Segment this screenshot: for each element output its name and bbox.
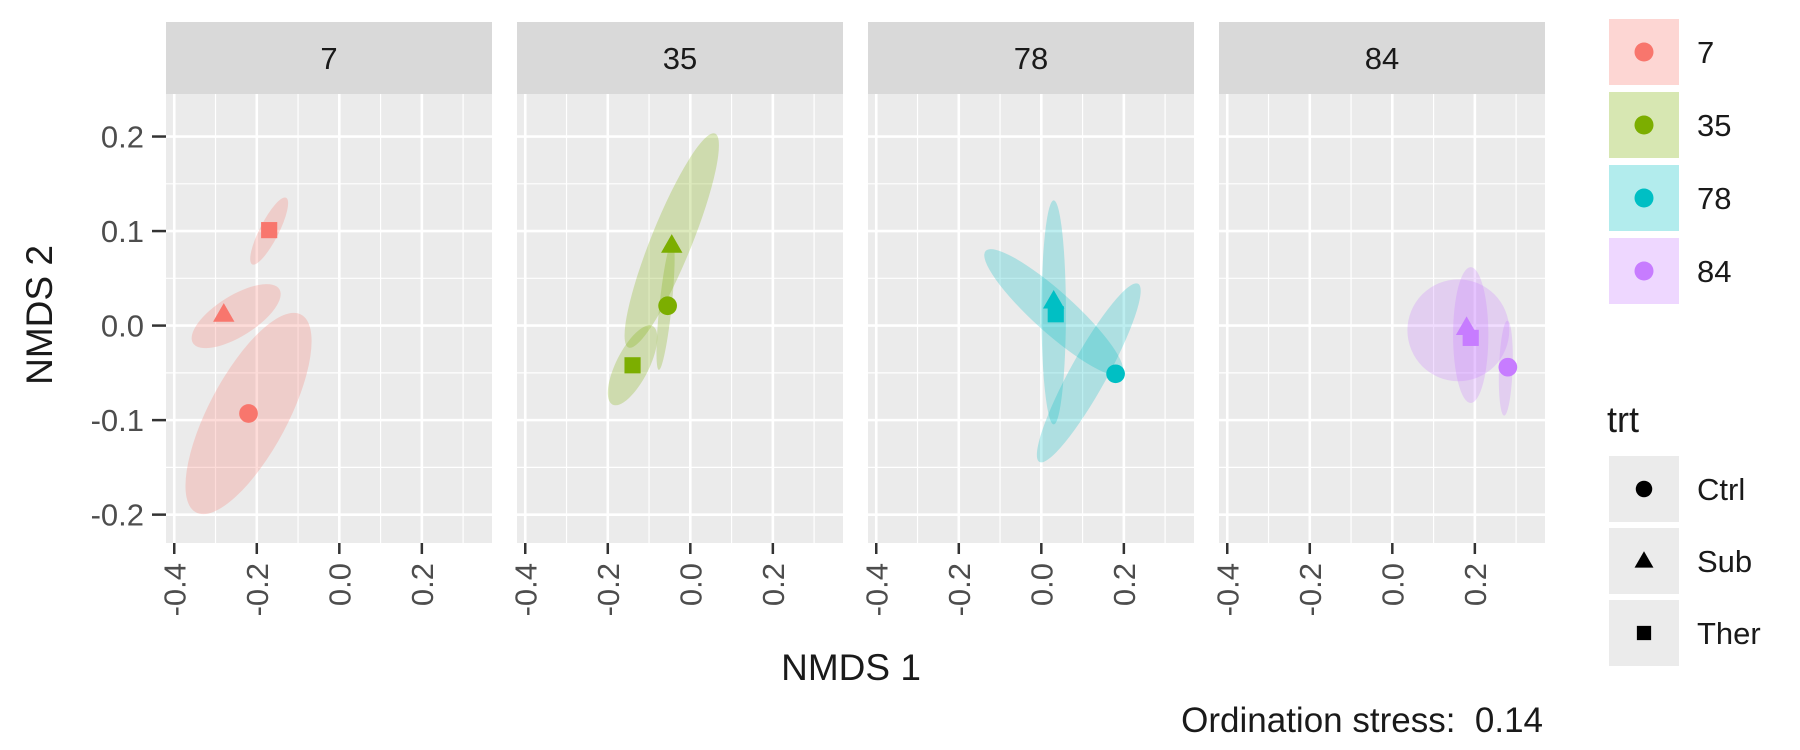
x-tick-label: 0.0 (673, 563, 708, 606)
point-ther (1462, 329, 1479, 346)
legend: 7 35 78 84 trt Ctrl Sub Ther (1607, 19, 1761, 666)
legend-label: 84 (1697, 254, 1731, 289)
legend-item-7: 7 (1609, 19, 1714, 85)
legend-point (1634, 115, 1654, 135)
ellipse-layer (1407, 267, 1513, 416)
y-axis-title: NMDS 2 (19, 245, 60, 385)
x-tick-label: -0.2 (942, 563, 977, 616)
legend-point (1634, 261, 1654, 281)
panel-background (868, 94, 1194, 543)
point-sub (661, 234, 683, 253)
point-ctrl (658, 296, 677, 316)
facet-strip-label: 7 (320, 41, 337, 76)
y-tick-label: -0.2 (91, 498, 144, 533)
x-tick-label: 0.2 (1107, 563, 1142, 606)
x-tick-label: -0.4 (157, 563, 192, 616)
x-tick-label: -0.2 (1293, 563, 1328, 616)
facet-panel-35: 35 -0.4 -0.2 0.0 0.2 (508, 22, 843, 616)
x-tick-label: -0.4 (508, 563, 543, 616)
x-tick-label: 0.0 (322, 563, 357, 606)
facet-strip (517, 22, 843, 94)
y-tick-label: -0.1 (91, 403, 144, 438)
point-sub (1042, 289, 1065, 309)
facet-panel-7: 7 -0.4 -0.2 0.0 0.2 (157, 22, 492, 616)
y-tick-label: 0.0 (101, 309, 144, 344)
panel-background (1219, 94, 1545, 543)
point-ctrl (1106, 364, 1125, 384)
legend-shape-circle (1635, 480, 1653, 498)
confidence-ellipse-ther (1407, 279, 1510, 382)
legend-label: Ctrl (1697, 472, 1745, 507)
x-tick-label: -0.2 (591, 563, 626, 616)
confidence-ellipse-ctrl (1036, 283, 1141, 463)
facet-panel-84: 84 -0.4 -0.2 0.0 0.2 (1210, 22, 1545, 616)
legend-item-sub: Sub (1609, 528, 1752, 594)
x-tick-label: 0.0 (1024, 563, 1059, 606)
point-ther (624, 357, 641, 374)
legend-item-ctrl: Ctrl (1609, 456, 1745, 522)
legend-label: 78 (1697, 181, 1731, 216)
point-ctrl (239, 404, 258, 423)
legend-point (1634, 42, 1654, 62)
facet-strip (868, 22, 1194, 94)
x-tick-label: -0.2 (240, 563, 275, 616)
facet-strip-label: 84 (1365, 41, 1399, 76)
legend-shape-square (1636, 625, 1652, 641)
facet-panel-78: 78 -0.4 -0.2 0.0 0.2 (859, 22, 1194, 616)
legend-item-35: 35 (1609, 92, 1731, 158)
legend-item-84: 84 (1609, 238, 1731, 304)
legend-label: Sub (1697, 544, 1752, 579)
legend-label: 35 (1697, 108, 1731, 143)
point-ctrl (1498, 357, 1518, 377)
y-tick-label: 0.1 (101, 214, 144, 249)
x-tick-label: 0.0 (1375, 563, 1410, 606)
x-tick-label: -0.4 (859, 563, 894, 616)
point-ther (261, 222, 278, 239)
x-tick-label: 0.2 (756, 563, 791, 606)
confidence-ellipse-sub (191, 284, 281, 349)
x-tick-label: 0.2 (1458, 563, 1493, 606)
legend-item-78: 78 (1609, 165, 1731, 231)
facet-strip (166, 22, 492, 94)
x-tick-label: 0.2 (405, 563, 440, 606)
point-ther (1047, 306, 1064, 323)
ordination-stress-caption: Ordination stress: 0.14 (1181, 701, 1543, 740)
y-tick-label: 0.2 (101, 120, 144, 155)
legend-label: 7 (1697, 35, 1714, 70)
point-sub (213, 303, 235, 322)
shape-legend-title: trt (1607, 399, 1639, 440)
legend-point (1634, 188, 1654, 208)
x-axis-title: NMDS 1 (781, 647, 921, 688)
facet-strip-label: 35 (663, 41, 697, 76)
legend-shape-triangle (1634, 551, 1654, 568)
facet-panels: 0.2 0.1 0.0 -0.1 -0.2 7 -0.4 -0.2 0.0 0.2 35 -0.4 -0… (91, 22, 1545, 616)
facet-strip (1219, 22, 1545, 94)
x-tick-label: -0.4 (1210, 563, 1245, 616)
legend-item-ther: Ther (1609, 600, 1761, 666)
facet-strip-label: 78 (1014, 41, 1048, 76)
panel-background (517, 94, 843, 543)
legend-label: Ther (1697, 616, 1761, 651)
